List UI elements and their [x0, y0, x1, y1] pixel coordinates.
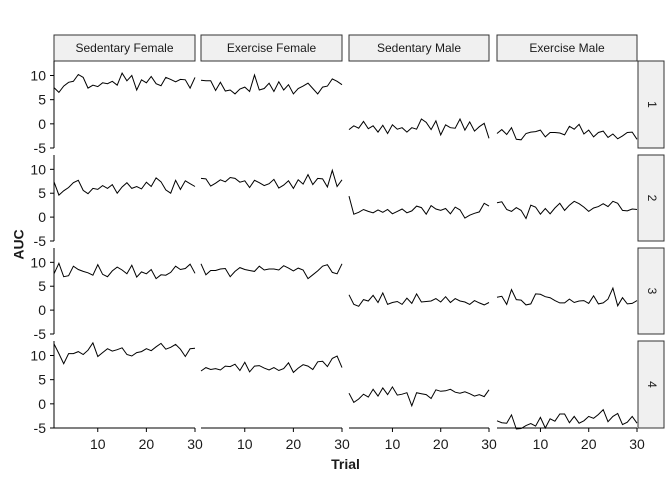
- x-tick-label: 10: [237, 436, 253, 452]
- strip-sedentary-female-box: [53, 34, 196, 62]
- x-tick-label: 30: [629, 436, 645, 452]
- column-strips: Sedentary Female Exercise Female Sedentary…: [53, 34, 638, 62]
- strip-sedentary-female: Sedentary Female: [75, 41, 173, 55]
- y-tick-label: 10: [30, 161, 46, 177]
- y-tick-label: 5: [38, 92, 46, 108]
- series-line-sedentary-male-2: [348, 195, 490, 219]
- series-line-exercise-male-1: [496, 123, 638, 141]
- y-tick-label: 0: [38, 302, 46, 318]
- y-tick-label: -5: [34, 420, 47, 436]
- row-strip-2-box: [637, 154, 665, 242]
- y-tick-label: -5: [34, 233, 47, 249]
- series-line-sedentary-male-1: [348, 117, 490, 139]
- x-tick-label: 20: [139, 436, 155, 452]
- x-tick-label: 10: [90, 436, 106, 452]
- y-tick-label: -5: [34, 140, 47, 156]
- row-strip-3-box: [637, 247, 665, 335]
- y-tick-label: 0: [38, 396, 46, 412]
- y-axis-title: AUC: [11, 229, 27, 259]
- row-strip-4-box: [637, 340, 665, 429]
- axes: -5 0 5 10 -5 0 5 10 -5 0 5 10 -5 0 5 10 10 20 30 10 20 30 10 20…: [30, 61, 645, 452]
- series-line-sedentary-female-3: [53, 261, 196, 280]
- x-axis-title: Trial: [331, 456, 360, 472]
- series-line-exercise-male-2: [496, 200, 638, 220]
- y-tick-label: 0: [38, 116, 46, 132]
- row-strip-1: 1: [645, 101, 659, 108]
- y-tick-label: 10: [30, 348, 46, 364]
- row-strip-2: 2: [645, 195, 659, 202]
- series-line-sedentary-male-3: [348, 291, 490, 307]
- y-tick-label: 5: [38, 372, 46, 388]
- series-line-exercise-female-1: [200, 73, 343, 95]
- series-line-exercise-male-4: [496, 408, 638, 430]
- x-tick-label: 20: [581, 436, 597, 452]
- row-strip-4: 4: [645, 381, 659, 388]
- series-line-exercise-male-3: [496, 286, 638, 308]
- strip-sedentary-male: Sedentary Male: [377, 41, 461, 55]
- y-tick-label: 0: [38, 209, 46, 225]
- row-strips: 1 2 3 4: [637, 60, 665, 429]
- x-tick-label: 30: [334, 436, 350, 452]
- strip-exercise-female: Exercise Female: [227, 41, 317, 55]
- strip-exercise-male: Exercise Male: [529, 41, 605, 55]
- y-tick-label: 10: [30, 68, 46, 84]
- series-line-exercise-female-4: [200, 355, 343, 374]
- series-line-sedentary-female-4: [53, 341, 196, 365]
- x-tick-label: 10: [385, 436, 401, 452]
- series-line-sedentary-male-4: [348, 385, 490, 408]
- series-lines: [53, 72, 638, 430]
- strip-exercise-male-box: [496, 34, 638, 62]
- series-line-sedentary-female-2: [53, 177, 196, 196]
- x-tick-label: 10: [533, 436, 549, 452]
- x-tick-label: 30: [481, 436, 497, 452]
- row-strip-1-box: [637, 60, 665, 149]
- strip-sedentary-male-box: [348, 34, 490, 62]
- row-strip-3: 3: [645, 288, 659, 295]
- y-tick-label: 5: [38, 278, 46, 294]
- x-tick-label: 20: [286, 436, 302, 452]
- y-tick-label: -5: [34, 326, 47, 342]
- series-line-sedentary-female-1: [53, 72, 196, 94]
- strip-exercise-female-box: [200, 34, 343, 62]
- x-tick-label: 30: [187, 436, 203, 452]
- series-line-exercise-female-2: [200, 168, 343, 190]
- y-tick-label: 5: [38, 185, 46, 201]
- series-line-exercise-female-3: [200, 263, 343, 280]
- y-tick-label: 10: [30, 254, 46, 270]
- x-tick-label: 20: [433, 436, 449, 452]
